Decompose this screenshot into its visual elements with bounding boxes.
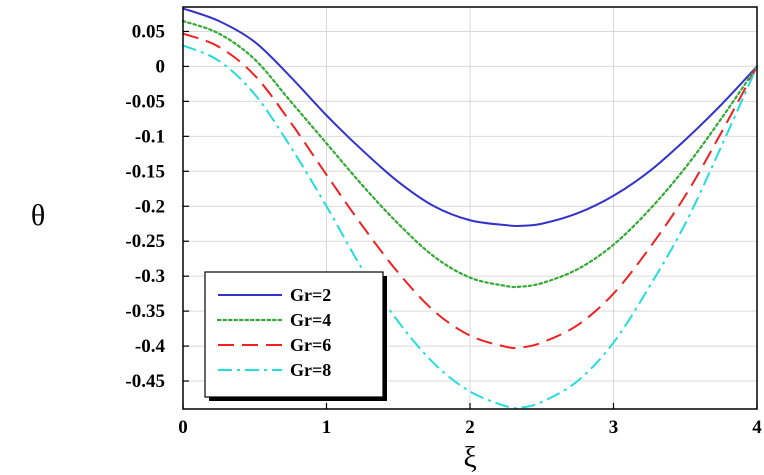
ticks: 0 1 2 3 4 0.05 0 -0.05 -0.1 -0.15 -0.2 -0.25 -0.3 -0.…	[125, 21, 762, 438]
y-tick-label: -0.1	[135, 126, 165, 147]
y-tick-label: -0.35	[125, 301, 165, 322]
legend-label: Gr=2	[290, 285, 331, 305]
y-tick-label: 0	[156, 56, 166, 77]
y-tick-label: -0.25	[125, 231, 165, 252]
y-tick-label: -0.2	[135, 196, 165, 217]
series-group	[181, 7, 759, 410]
x-axis-label: ξ	[463, 441, 476, 474]
legend-label: Gr=4	[290, 310, 331, 330]
series-line-gr-6	[182, 32, 758, 350]
grid	[182, 7, 758, 409]
x-tick-label: 2	[465, 417, 475, 438]
y-tick-label: 0.05	[132, 21, 165, 42]
x-tick-label: 0	[178, 417, 188, 438]
y-tick-label: -0.4	[135, 336, 166, 357]
series-line-gr-2	[182, 7, 758, 227]
series-line-gr-4	[181, 19, 759, 289]
legend-label: Gr=8	[290, 360, 331, 380]
series-line-gr-8	[182, 44, 758, 410]
x-tick-label: 3	[609, 417, 619, 438]
x-tick-label: 1	[322, 417, 332, 438]
x-tick-label: 4	[752, 417, 762, 438]
y-tick-label: -0.05	[125, 91, 165, 112]
legend-label: Gr=6	[290, 335, 331, 355]
y-tick-label: -0.45	[125, 371, 165, 392]
y-tick-label: -0.3	[135, 266, 165, 287]
y-axis-label: θ	[31, 199, 45, 232]
y-tick-label: -0.15	[125, 161, 165, 182]
legend-box	[204, 271, 384, 398]
legend-items: Gr=2 Gr=4 Gr=6 Gr=8	[216, 285, 331, 380]
legend: Gr=2 Gr=4 Gr=6 Gr=8	[204, 271, 387, 401]
